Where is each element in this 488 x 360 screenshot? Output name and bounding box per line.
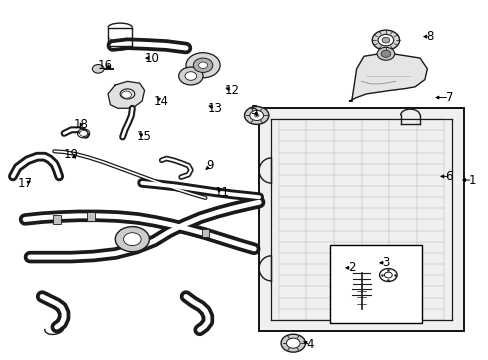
Circle shape bbox=[381, 37, 389, 43]
Circle shape bbox=[185, 53, 220, 78]
Text: 16: 16 bbox=[98, 59, 113, 72]
Circle shape bbox=[377, 35, 393, 46]
Bar bbox=[53, 215, 61, 224]
Circle shape bbox=[380, 50, 390, 57]
Bar bbox=[329, 244, 422, 323]
Circle shape bbox=[198, 62, 207, 68]
Text: 1: 1 bbox=[468, 174, 475, 186]
Text: 12: 12 bbox=[224, 84, 239, 97]
Text: 14: 14 bbox=[154, 95, 169, 108]
Circle shape bbox=[178, 67, 203, 85]
Text: 8: 8 bbox=[425, 30, 432, 43]
Text: 9: 9 bbox=[206, 159, 214, 172]
Text: 18: 18 bbox=[74, 118, 88, 131]
Text: 11: 11 bbox=[215, 186, 229, 199]
Text: 4: 4 bbox=[306, 338, 313, 351]
Circle shape bbox=[80, 131, 87, 136]
Bar bbox=[87, 212, 95, 221]
Circle shape bbox=[115, 226, 149, 252]
Circle shape bbox=[253, 113, 259, 118]
Text: 13: 13 bbox=[207, 102, 222, 115]
Text: 15: 15 bbox=[137, 130, 152, 144]
Text: 7: 7 bbox=[445, 91, 452, 104]
Text: 17: 17 bbox=[18, 177, 33, 190]
Text: 3: 3 bbox=[382, 256, 389, 269]
Polygon shape bbox=[108, 81, 144, 108]
Text: 19: 19 bbox=[64, 148, 79, 161]
Circle shape bbox=[249, 111, 263, 121]
Circle shape bbox=[92, 64, 104, 73]
Text: 5: 5 bbox=[250, 104, 257, 117]
Text: 2: 2 bbox=[347, 261, 355, 274]
Bar bbox=[201, 229, 209, 237]
Text: 10: 10 bbox=[144, 51, 159, 64]
Circle shape bbox=[371, 30, 399, 50]
Circle shape bbox=[122, 91, 131, 98]
Circle shape bbox=[193, 58, 212, 72]
Circle shape bbox=[286, 338, 300, 348]
Circle shape bbox=[244, 107, 268, 125]
Circle shape bbox=[123, 233, 141, 246]
Bar bbox=[259, 108, 463, 330]
Polygon shape bbox=[348, 53, 427, 101]
Circle shape bbox=[184, 72, 196, 80]
Circle shape bbox=[281, 334, 305, 352]
Circle shape bbox=[376, 47, 394, 60]
Text: 6: 6 bbox=[445, 170, 452, 183]
